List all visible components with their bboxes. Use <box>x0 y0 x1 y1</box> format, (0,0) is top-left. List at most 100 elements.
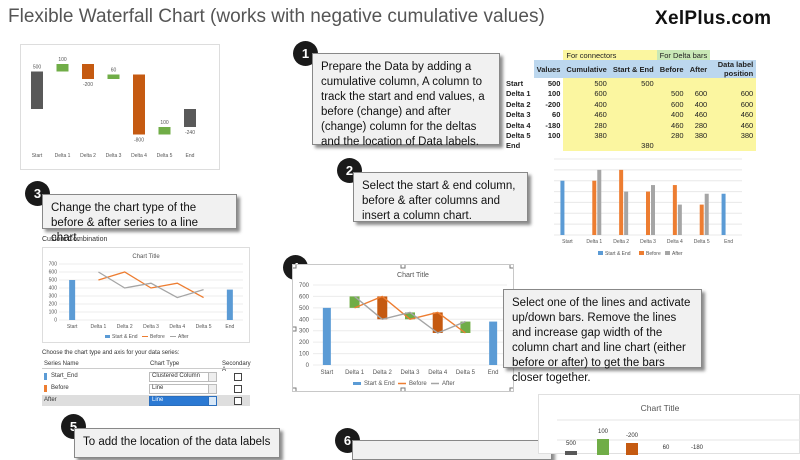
down-bar <box>377 296 388 320</box>
table-row: Delta 3 60 460 400 460 460 <box>503 109 757 120</box>
table-cell: 100 <box>547 89 561 99</box>
secondary-axis-checkbox-start-end[interactable] <box>234 373 242 381</box>
waterfall-data-label: 100 <box>160 120 169 126</box>
table-cell <box>656 78 687 89</box>
chart-type-select-after[interactable]: Line <box>149 396 217 406</box>
table-cell <box>710 140 757 152</box>
chevron-down-icon[interactable] <box>208 384 217 394</box>
table-cell: 500 <box>656 88 687 100</box>
combo-category-label: Delta 3 <box>143 324 159 330</box>
updown-chart-frame: Chart Title 0 100 200 300 400 500 600 700 Start D… <box>291 263 515 393</box>
table-cell <box>686 78 711 89</box>
waterfall-chart: 500 Start 100 Delta 1 -200 Delta 2 60 Delta 3 -8… <box>31 57 196 159</box>
table-cell: 60 <box>552 110 561 120</box>
updown-chart-title: Chart Title <box>397 272 429 279</box>
waterfall-bar <box>158 127 171 135</box>
y-tick-label: 500 <box>49 278 58 284</box>
y-tick-label: 200 <box>299 340 310 346</box>
combo-legend-se: Start & End <box>112 334 138 340</box>
column-bar <box>646 191 650 235</box>
data-table: For connectors For Delta bars Values Cumu… <box>503 50 757 152</box>
table-cell: 460 <box>710 119 757 131</box>
table-cell <box>609 88 657 100</box>
series-row-before[interactable]: Before Line <box>42 383 250 394</box>
column-category-label: End <box>724 239 733 245</box>
table-cell: 380 <box>686 130 711 141</box>
step-2-note: Select the start & end column, before & … <box>353 172 528 222</box>
waterfall-data-label: -800 <box>134 138 144 144</box>
table-cell <box>686 140 711 152</box>
table-cell: 600 <box>563 88 610 100</box>
table-cell: 400 <box>563 99 610 110</box>
data-table-area: For connectors For Delta bars Values Cumu… <box>503 50 757 152</box>
table-cell: 400 <box>656 109 687 120</box>
legend-swatch-after <box>665 251 670 255</box>
column-bar <box>704 193 709 235</box>
table-row: Start 500 500 500 <box>503 78 757 89</box>
table-cell <box>609 99 657 110</box>
table-cell: 280 <box>656 130 687 141</box>
column-bar <box>651 185 655 235</box>
step-4-note: Select one of the lines and activate up/… <box>503 289 702 384</box>
chevron-down-icon[interactable] <box>208 372 217 382</box>
chevron-down-icon[interactable] <box>208 396 217 406</box>
legend-swatch-before <box>639 251 644 255</box>
dialog-prompt: Choose the chart type and axis for your … <box>42 350 180 356</box>
series-name-before: Before <box>51 385 69 391</box>
y-tick-label: 400 <box>299 317 310 323</box>
resize-handle <box>291 326 297 332</box>
series-row-start-end[interactable]: Start_End Clustered Column <box>42 371 250 382</box>
secondary-axis-checkbox-after[interactable] <box>234 397 242 405</box>
column-category-label: Delta 3 <box>640 239 656 245</box>
table-cell <box>609 119 657 131</box>
table-cell: 500 <box>547 79 561 89</box>
combo-legend-swatch-se <box>105 335 110 338</box>
chart-type-select-start-end[interactable]: Clustered Column <box>149 372 217 382</box>
waterfall-category-label: End <box>186 153 195 159</box>
combo-line-after <box>98 271 204 299</box>
y-tick-label: 200 <box>49 302 58 308</box>
dialog-title: Custom Combination <box>42 236 108 243</box>
waterfall-bar <box>31 71 43 109</box>
secondary-axis-checkbox-before[interactable] <box>234 385 242 393</box>
partial-data-label: 500 <box>566 441 577 447</box>
column-bar <box>597 169 602 235</box>
chart-type-select-before[interactable]: Line <box>149 384 217 394</box>
column-chart: Start Delta 1 Delta 2 Delta 3 Delta 4 Delta 5… <box>554 158 742 257</box>
table-cell: 460 <box>710 109 757 120</box>
combo-category-label: Delta 1 <box>91 324 107 330</box>
table-cell: 600 <box>686 88 711 100</box>
step-6-note <box>352 440 552 460</box>
table-cell <box>609 109 657 120</box>
table-cell: Delta 2 <box>506 99 531 109</box>
waterfall-data-label: 500 <box>33 65 42 71</box>
step-3-note: Change the chart type of the before & af… <box>42 194 237 244</box>
step-5-note: To add the location of the data labels <box>74 428 280 458</box>
table-cell: 600 <box>656 99 687 110</box>
series-name-start-end: Start_End <box>51 373 78 379</box>
y-tick-label: 600 <box>299 294 310 300</box>
y-tick-label: 700 <box>299 283 310 289</box>
up-bar <box>460 321 471 333</box>
table-cell <box>710 78 757 89</box>
table-cell <box>534 141 564 151</box>
series-row-after[interactable]: After Line <box>42 395 250 406</box>
waterfall-data-label: -200 <box>83 82 93 88</box>
col-chart-type: Chart Type <box>150 361 180 367</box>
table-header-cell: Start & End <box>609 60 657 79</box>
column-bar <box>721 193 726 235</box>
legend-swatch-start-end <box>598 251 603 255</box>
table-header-cell: Cumulative <box>563 60 610 79</box>
table-cell: Delta 3 <box>506 110 531 120</box>
y-tick-label: 0 <box>306 363 310 369</box>
dialog-preview: Chart Title 0 100 200 300 400 500 600 700 Start D… <box>42 247 250 343</box>
table-cell: -200 <box>545 99 561 109</box>
waterfall-data-label: -240 <box>185 130 195 136</box>
combo-category-label: Delta 4 <box>169 324 185 330</box>
table-cell: 460 <box>656 119 687 131</box>
combo-legend-before: Before <box>150 334 165 340</box>
up-bar <box>405 312 415 320</box>
ud-legend-swatch-se <box>353 382 361 385</box>
table-row: Delta 5 100 380 280 380 380 <box>503 130 757 141</box>
resize-handle <box>509 263 515 269</box>
